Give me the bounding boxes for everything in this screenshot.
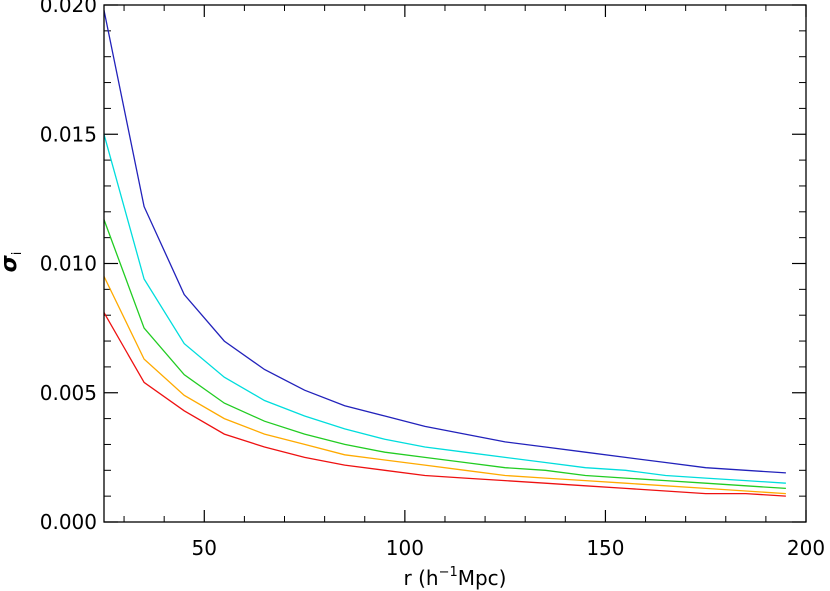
y-tick-label: 0.000 bbox=[40, 510, 97, 534]
y-tick-label: 0.010 bbox=[40, 252, 97, 276]
series-line-5 bbox=[103, 312, 786, 497]
x-tick-label: 200 bbox=[787, 536, 825, 560]
y-axis-label-subscript: i bbox=[10, 252, 25, 256]
plot-frame bbox=[103, 4, 807, 523]
y-tick-label: 0.005 bbox=[40, 381, 97, 405]
y-tick-label: 0.020 bbox=[40, 0, 97, 17]
x-axis-label: r (h−1Mpc) bbox=[404, 565, 507, 590]
x-tick-label: 150 bbox=[586, 536, 624, 560]
x-axis-ticks: 50 100 150 200 bbox=[123, 5, 825, 560]
y-axis-ticks: 0.000 0.005 0.010 0.015 0.020 bbox=[40, 0, 806, 534]
x-tick-label: 50 bbox=[192, 536, 217, 560]
series-line-3 bbox=[103, 219, 786, 490]
series-line-1 bbox=[103, 10, 786, 474]
x-tick-label: 100 bbox=[386, 536, 424, 560]
series-layer bbox=[103, 10, 786, 497]
series-line-4 bbox=[103, 276, 786, 495]
y-tick-label: 0.015 bbox=[40, 122, 97, 146]
x-axis-label-superscript: −1 bbox=[439, 565, 458, 580]
y-axis-label: σi bbox=[0, 252, 25, 273]
series-line-2 bbox=[103, 134, 786, 484]
